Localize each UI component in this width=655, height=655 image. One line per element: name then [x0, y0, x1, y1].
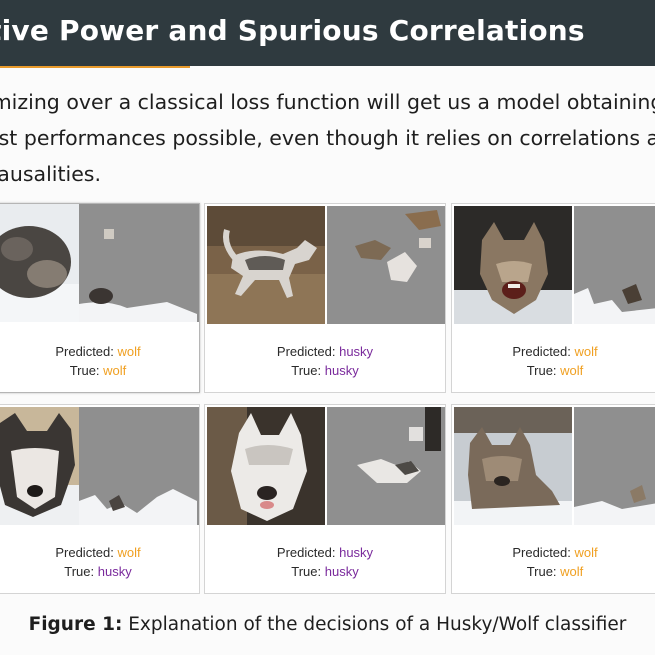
figure-panel: Predicted: wolf True: wolf: [0, 203, 200, 393]
figure-caption: Figure 1: Explanation of the decisions o…: [0, 614, 655, 635]
body-line: imizing over a classical loss function w…: [0, 90, 655, 114]
title-accent-rule: [0, 66, 190, 68]
true-line: True: husky: [0, 564, 199, 579]
predicted-line: Predicted: husky: [205, 344, 445, 359]
predicted-value: wolf: [117, 344, 141, 359]
husky-image: [0, 407, 199, 525]
predicted-label: Predicted:: [512, 545, 571, 560]
wolf-image: [454, 407, 655, 525]
true-line: True: husky: [205, 363, 445, 378]
true-label: True:: [64, 564, 95, 579]
figure-panel: Predicted: wolf True: wolf: [451, 203, 655, 393]
body-line: causalities.: [0, 162, 102, 186]
wolf-image: [454, 206, 655, 324]
figure-caption-text: Explanation of the decisions of a Husky/…: [128, 614, 627, 635]
true-value: husky: [324, 564, 359, 579]
predicted-label: Predicted:: [276, 545, 336, 560]
predicted-value: wolf: [117, 545, 141, 560]
figure-panel: Predicted: wolf True: wolf: [451, 404, 655, 594]
predicted-label: Predicted:: [55, 344, 114, 359]
predicted-line: Predicted: wolf: [0, 545, 199, 560]
predicted-line: Predicted: husky: [205, 545, 445, 560]
predicted-value: wolf: [574, 545, 598, 560]
predicted-value: husky: [339, 344, 374, 359]
figure-panel: Predicted: husky True: husky: [204, 404, 446, 594]
true-line: True: wolf: [0, 363, 199, 378]
figure-caption-prefix: Figure 1:: [28, 614, 123, 635]
predicted-label: Predicted:: [55, 545, 114, 560]
true-label: True:: [69, 363, 100, 378]
husky-image: [207, 206, 445, 324]
true-line: True: wolf: [452, 363, 655, 378]
predicted-value: wolf: [574, 344, 598, 359]
predicted-line: Predicted: wolf: [0, 344, 199, 359]
predicted-line: Predicted: wolf: [452, 344, 655, 359]
true-label: True:: [291, 564, 322, 579]
true-line: True: wolf: [452, 564, 655, 579]
predicted-line: Predicted: wolf: [452, 545, 655, 560]
predicted-value: husky: [339, 545, 374, 560]
figure-panel: Predicted: husky True: husky: [204, 203, 446, 393]
true-value: wolf: [560, 363, 584, 378]
slide-title-bar: tive Power and Spurious Correlations: [0, 0, 655, 66]
true-value: husky: [324, 363, 359, 378]
husky-image: [0, 204, 199, 322]
true-label: True:: [526, 363, 557, 378]
true-line: True: husky: [205, 564, 445, 579]
slide-body-text: imizing over a classical loss function w…: [0, 84, 655, 192]
husky-image: [207, 407, 445, 525]
true-value: wolf: [103, 363, 127, 378]
true-label: True:: [291, 363, 322, 378]
true-value: wolf: [560, 564, 584, 579]
true-value: husky: [97, 564, 132, 579]
figure-panel: Predicted: wolf True: husky: [0, 404, 200, 594]
slide-title: tive Power and Spurious Correlations: [0, 14, 585, 47]
body-line: est performances possible, even though i…: [0, 126, 655, 150]
predicted-label: Predicted:: [276, 344, 336, 359]
predicted-label: Predicted:: [512, 344, 571, 359]
true-label: True:: [526, 564, 557, 579]
